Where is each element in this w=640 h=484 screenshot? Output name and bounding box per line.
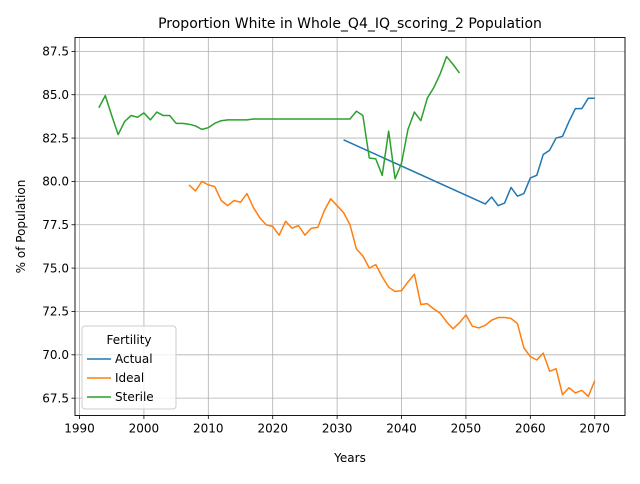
x-tick-label: 2000 (129, 422, 160, 436)
y-tick-label: 82.5 (42, 131, 69, 145)
x-tick-label: 2030 (322, 422, 353, 436)
series-line-ideal (188, 180, 596, 398)
y-tick-label: 75.0 (42, 261, 69, 275)
x-tick-label: 2020 (257, 422, 288, 436)
y-tick-label: 67.5 (42, 391, 69, 405)
y-axis-ticks: 67.5 70.0 72.5 75.0 77.5 80.0 82.5 85.0 87.5 (42, 45, 75, 405)
legend-entries: Actual Ideal Sterile (87, 352, 154, 404)
legend: Fertility Actual Ideal Sterile (81, 325, 177, 410)
x-tick-label: 2040 (386, 422, 417, 436)
legend-label-sterile: Sterile (115, 390, 154, 404)
chart-title: Proportion White in Whole_Q4_IQ_scoring_… (158, 16, 542, 32)
series-layer (98, 55, 596, 398)
legend-box (81, 325, 177, 410)
y-tick-label: 77.5 (42, 218, 69, 232)
legend-title: Fertility (106, 333, 151, 347)
series-line-sterile (98, 55, 461, 180)
y-axis-label: % of Population (14, 180, 28, 274)
x-axis-label: Years (333, 451, 366, 465)
y-tick-label: 87.5 (42, 45, 69, 59)
x-tick-label: 2050 (451, 422, 482, 436)
x-tick-label: 1990 (64, 422, 95, 436)
x-tick-label: 2060 (515, 422, 546, 436)
legend-label-actual: Actual (115, 352, 153, 366)
y-tick-label: 80.0 (42, 175, 69, 189)
x-tick-label: 2010 (193, 422, 224, 436)
x-axis-ticks: 1990 2000 2010 2020 2030 2040 2050 2060 2070 (64, 415, 610, 436)
y-tick-label: 70.0 (42, 348, 69, 362)
x-tick-label: 2070 (579, 422, 610, 436)
plot-frame (74, 37, 626, 416)
series-line-actual (343, 97, 595, 207)
legend-label-ideal: Ideal (115, 371, 144, 385)
y-tick-label: 85.0 (42, 88, 69, 102)
y-tick-label: 72.5 (42, 305, 69, 319)
